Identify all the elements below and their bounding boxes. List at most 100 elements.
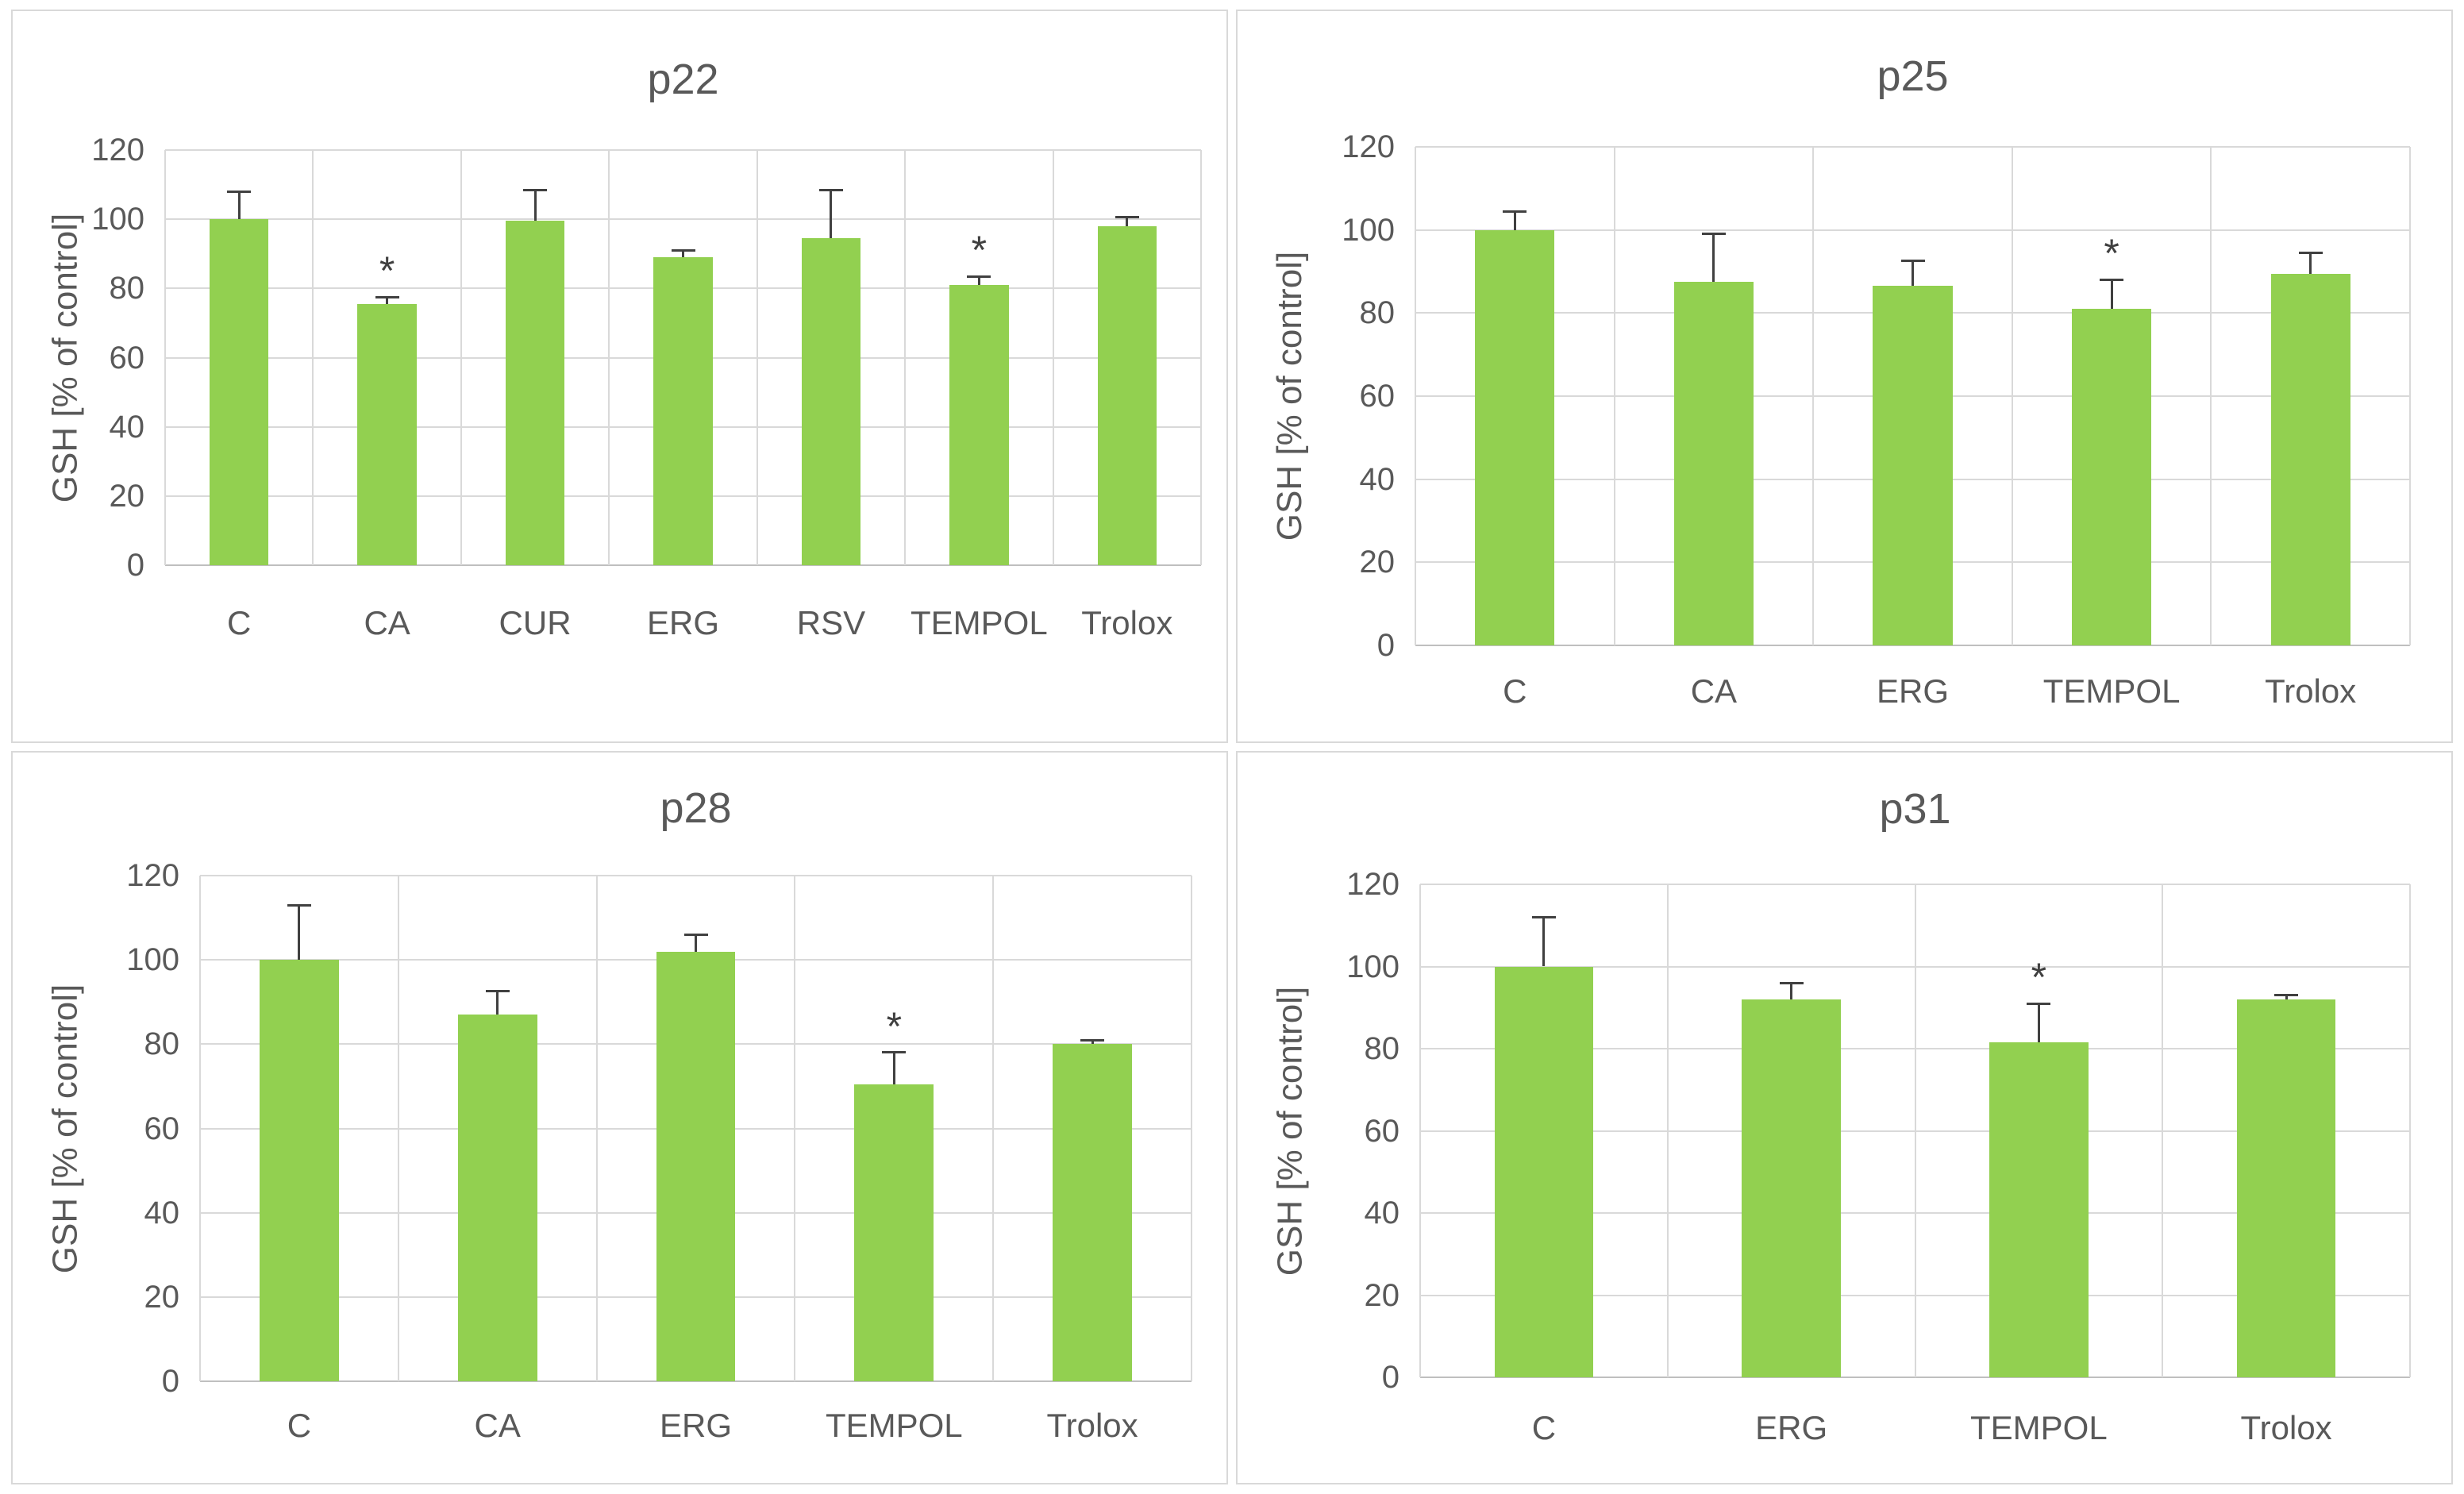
y-tick-label: 20 [1359, 545, 1396, 580]
error-bar-cap [1115, 216, 1139, 219]
bar [457, 1015, 537, 1381]
v-gridline [2011, 147, 2013, 645]
x-axis-line [1420, 1377, 2410, 1378]
x-axis-line [200, 1380, 1192, 1382]
error-bar-cap [2100, 278, 2124, 281]
bar [259, 960, 339, 1381]
error-bar-cap [671, 248, 695, 252]
v-gridline [312, 150, 314, 565]
bar [357, 303, 417, 565]
v-gridline [397, 876, 399, 1381]
significance-asterisk: * [971, 228, 988, 273]
x-category-label: Trolox [1081, 604, 1173, 641]
v-gridline [1419, 884, 1421, 1377]
error-bar-cap [683, 933, 708, 936]
bar [653, 257, 713, 565]
x-category-label: TEMPOL [825, 1407, 963, 1444]
y-tick-label: 40 [1359, 461, 1396, 497]
x-category-label: ERG [1755, 1409, 1828, 1446]
x-category-label: C [1503, 672, 1527, 710]
error-bar [496, 991, 499, 1015]
x-category-label: C [1531, 1409, 1557, 1446]
error-bar-cap [375, 295, 399, 298]
error-bar [237, 191, 241, 220]
error-bar-cap [1701, 233, 1726, 236]
v-gridline [595, 876, 598, 1381]
y-tick-label: 120 [126, 858, 179, 893]
x-category-label: RSV [796, 604, 866, 641]
y-tick-label: 0 [161, 1364, 179, 1399]
error-bar [1513, 211, 1516, 230]
v-gridline [1613, 147, 1615, 645]
chart-panel-p22: p22 0 20 40 60 80 100 120 C * CA CUR ERG RSV * TEMPOL T… [11, 10, 1228, 743]
v-gridline [608, 150, 610, 565]
y-tick-label: 0 [1381, 1360, 1399, 1395]
y-tick-label: 20 [144, 1279, 180, 1315]
bar [2236, 999, 2336, 1377]
error-bar-cap [1503, 210, 1527, 213]
error-bar [1790, 983, 1793, 999]
bar [1742, 999, 1841, 1377]
x-category-label: CA [364, 604, 410, 641]
bar [209, 219, 269, 565]
v-gridline [199, 876, 201, 1381]
error-bar [1542, 917, 1546, 967]
x-category-label: TEMPOL [2042, 672, 2181, 710]
error-bar [298, 905, 301, 961]
error-bar [1712, 233, 1715, 283]
error-bar-cap [2274, 994, 2299, 997]
y-tick-label: 100 [91, 202, 144, 237]
v-gridline [756, 150, 758, 565]
v-gridline [1914, 884, 1916, 1377]
chart-panel-p25: p25 0 20 40 60 80 100 120 C CA ERG * TEMPOL Trolox GS… [1236, 10, 2453, 743]
y-gridline [200, 875, 1192, 876]
error-bar [1912, 260, 1914, 287]
error-bar-cap [227, 190, 252, 193]
chart-area: 0 20 40 60 80 100 120 C CA ERG * TEMPOL Trolox GSH [%… [13, 753, 1226, 1483]
x-category-label: C [227, 604, 252, 641]
v-gridline [164, 150, 166, 565]
y-tick-label: 120 [1342, 129, 1395, 164]
x-category-label: CUR [499, 604, 572, 641]
v-gridline [1415, 147, 1416, 645]
x-category-label: C [287, 1407, 312, 1444]
error-bar-cap [882, 1051, 907, 1054]
x-category-label: CA [1690, 672, 1738, 710]
y-tick-label: 40 [144, 1195, 180, 1230]
y-tick-label: 0 [126, 548, 144, 583]
error-bar [2285, 995, 2288, 999]
chart-panel-p31: p31 0 20 40 60 80 100 120 C ERG * TEMPOL Trolox GSH … [1236, 751, 2453, 1484]
bar [1673, 282, 1754, 645]
error-bar-cap [967, 275, 991, 278]
error-bar-cap [485, 990, 510, 993]
y-tick-label: 20 [109, 478, 145, 514]
v-gridline [460, 150, 462, 565]
x-axis-line [165, 564, 1201, 566]
x-category-label: ERG [659, 1407, 732, 1444]
bar [656, 951, 736, 1381]
x-category-label: Trolox [1046, 1407, 1138, 1444]
error-bar-cap [523, 188, 548, 191]
x-category-label: TEMPOL [911, 604, 1048, 641]
x-category-label: Trolox [2240, 1409, 2332, 1446]
significance-asterisk: * [886, 1003, 903, 1049]
chart-area: 0 20 40 60 80 100 120 C CA ERG * TEMPOL Trolox GSH [%… [1238, 11, 2451, 741]
y-axis-title: GSH [% of control] [45, 213, 84, 502]
error-bar [2110, 279, 2113, 310]
y-tick-label: 100 [1342, 212, 1395, 248]
y-axis-title: GSH [% of control] [45, 984, 84, 1273]
y-tick-label: 60 [144, 1111, 180, 1146]
charts-grid: p22 0 20 40 60 80 100 120 C * CA CUR ERG RSV * TEMPOL T… [11, 10, 2453, 1484]
y-tick-label: 60 [1364, 1113, 1400, 1149]
y-tick-label: 100 [126, 942, 179, 978]
v-gridline [2210, 147, 2212, 645]
x-category-label: TEMPOL [1970, 1409, 2108, 1446]
bar [1873, 286, 1953, 645]
v-gridline [2162, 884, 2164, 1377]
v-gridline [1052, 150, 1054, 565]
y-gridline [165, 149, 1201, 151]
error-bar-cap [818, 188, 843, 191]
error-bar-cap [1531, 915, 1556, 918]
y-axis-title: GSH [% of control] [1270, 986, 1309, 1276]
y-tick-label: 60 [109, 340, 145, 375]
